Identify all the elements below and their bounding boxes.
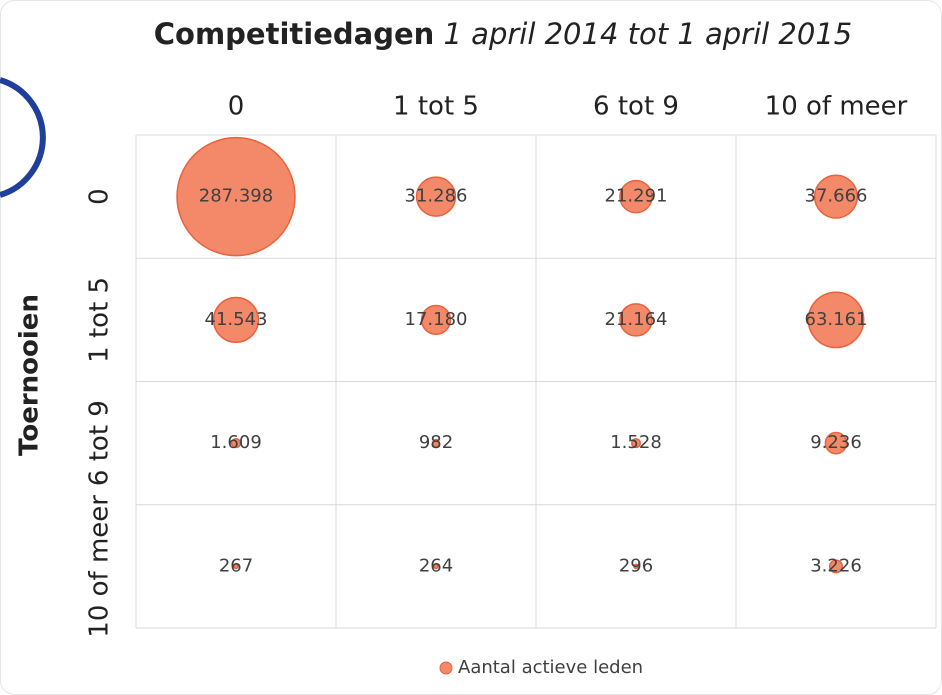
bubble — [415, 176, 457, 217]
data-label: 3.226 — [810, 555, 862, 576]
y-tick-label: 10 of meer — [85, 495, 115, 638]
bubble — [813, 174, 859, 219]
bubble — [420, 304, 452, 336]
bubble — [619, 303, 653, 337]
data-label: 267 — [219, 555, 253, 576]
decoration — [0, 77, 46, 198]
legend-label: Aantal actieve leden — [458, 657, 643, 678]
data-label: 37.666 — [805, 186, 868, 207]
legend-marker — [439, 661, 453, 675]
data-label: 17.180 — [405, 309, 468, 330]
bubble — [633, 563, 639, 570]
y-tick-label: 1 tot 5 — [85, 277, 115, 363]
data-label: 21.291 — [605, 186, 668, 207]
x-tick-label: 6 tot 9 — [593, 92, 679, 122]
y-tick-label: 6 tot 9 — [85, 400, 115, 486]
x-tick-label: 0 — [228, 92, 245, 122]
bubble — [828, 559, 844, 574]
data-label: 31.286 — [405, 186, 468, 207]
title: Competitiedagen — [154, 17, 435, 51]
y-tick-label: 0 — [85, 188, 115, 205]
bubble — [433, 563, 439, 570]
bubble — [176, 136, 296, 257]
subtitle: 1 april 2014 tot 1 april 2015 — [444, 17, 853, 51]
bubble — [233, 563, 239, 570]
chart-title: Competitiedagen 1 april 2014 tot 1 april… — [154, 17, 852, 51]
data-label: 296 — [619, 555, 653, 576]
bubble — [824, 431, 848, 455]
data-label: 1.609 — [210, 432, 262, 453]
data-label: 1.528 — [610, 432, 662, 453]
bubble — [431, 438, 441, 448]
x-tick-label: 1 tot 5 — [393, 92, 479, 122]
data-label: 9.236 — [810, 432, 862, 453]
data-label: 21.164 — [605, 309, 668, 330]
bubble — [619, 179, 653, 214]
data-label: 982 — [419, 432, 453, 453]
data-label: 287.398 — [199, 186, 273, 207]
bubble — [630, 438, 642, 449]
y-axis-label: Toernooien — [15, 294, 45, 456]
bubble — [807, 291, 865, 349]
data-label: 63.161 — [805, 309, 868, 330]
data-label: 264 — [419, 555, 453, 576]
x-tick-label: 10 of meer — [765, 92, 908, 122]
bubble — [212, 296, 260, 344]
data-label: 41.543 — [205, 309, 268, 330]
bubble — [230, 437, 242, 449]
